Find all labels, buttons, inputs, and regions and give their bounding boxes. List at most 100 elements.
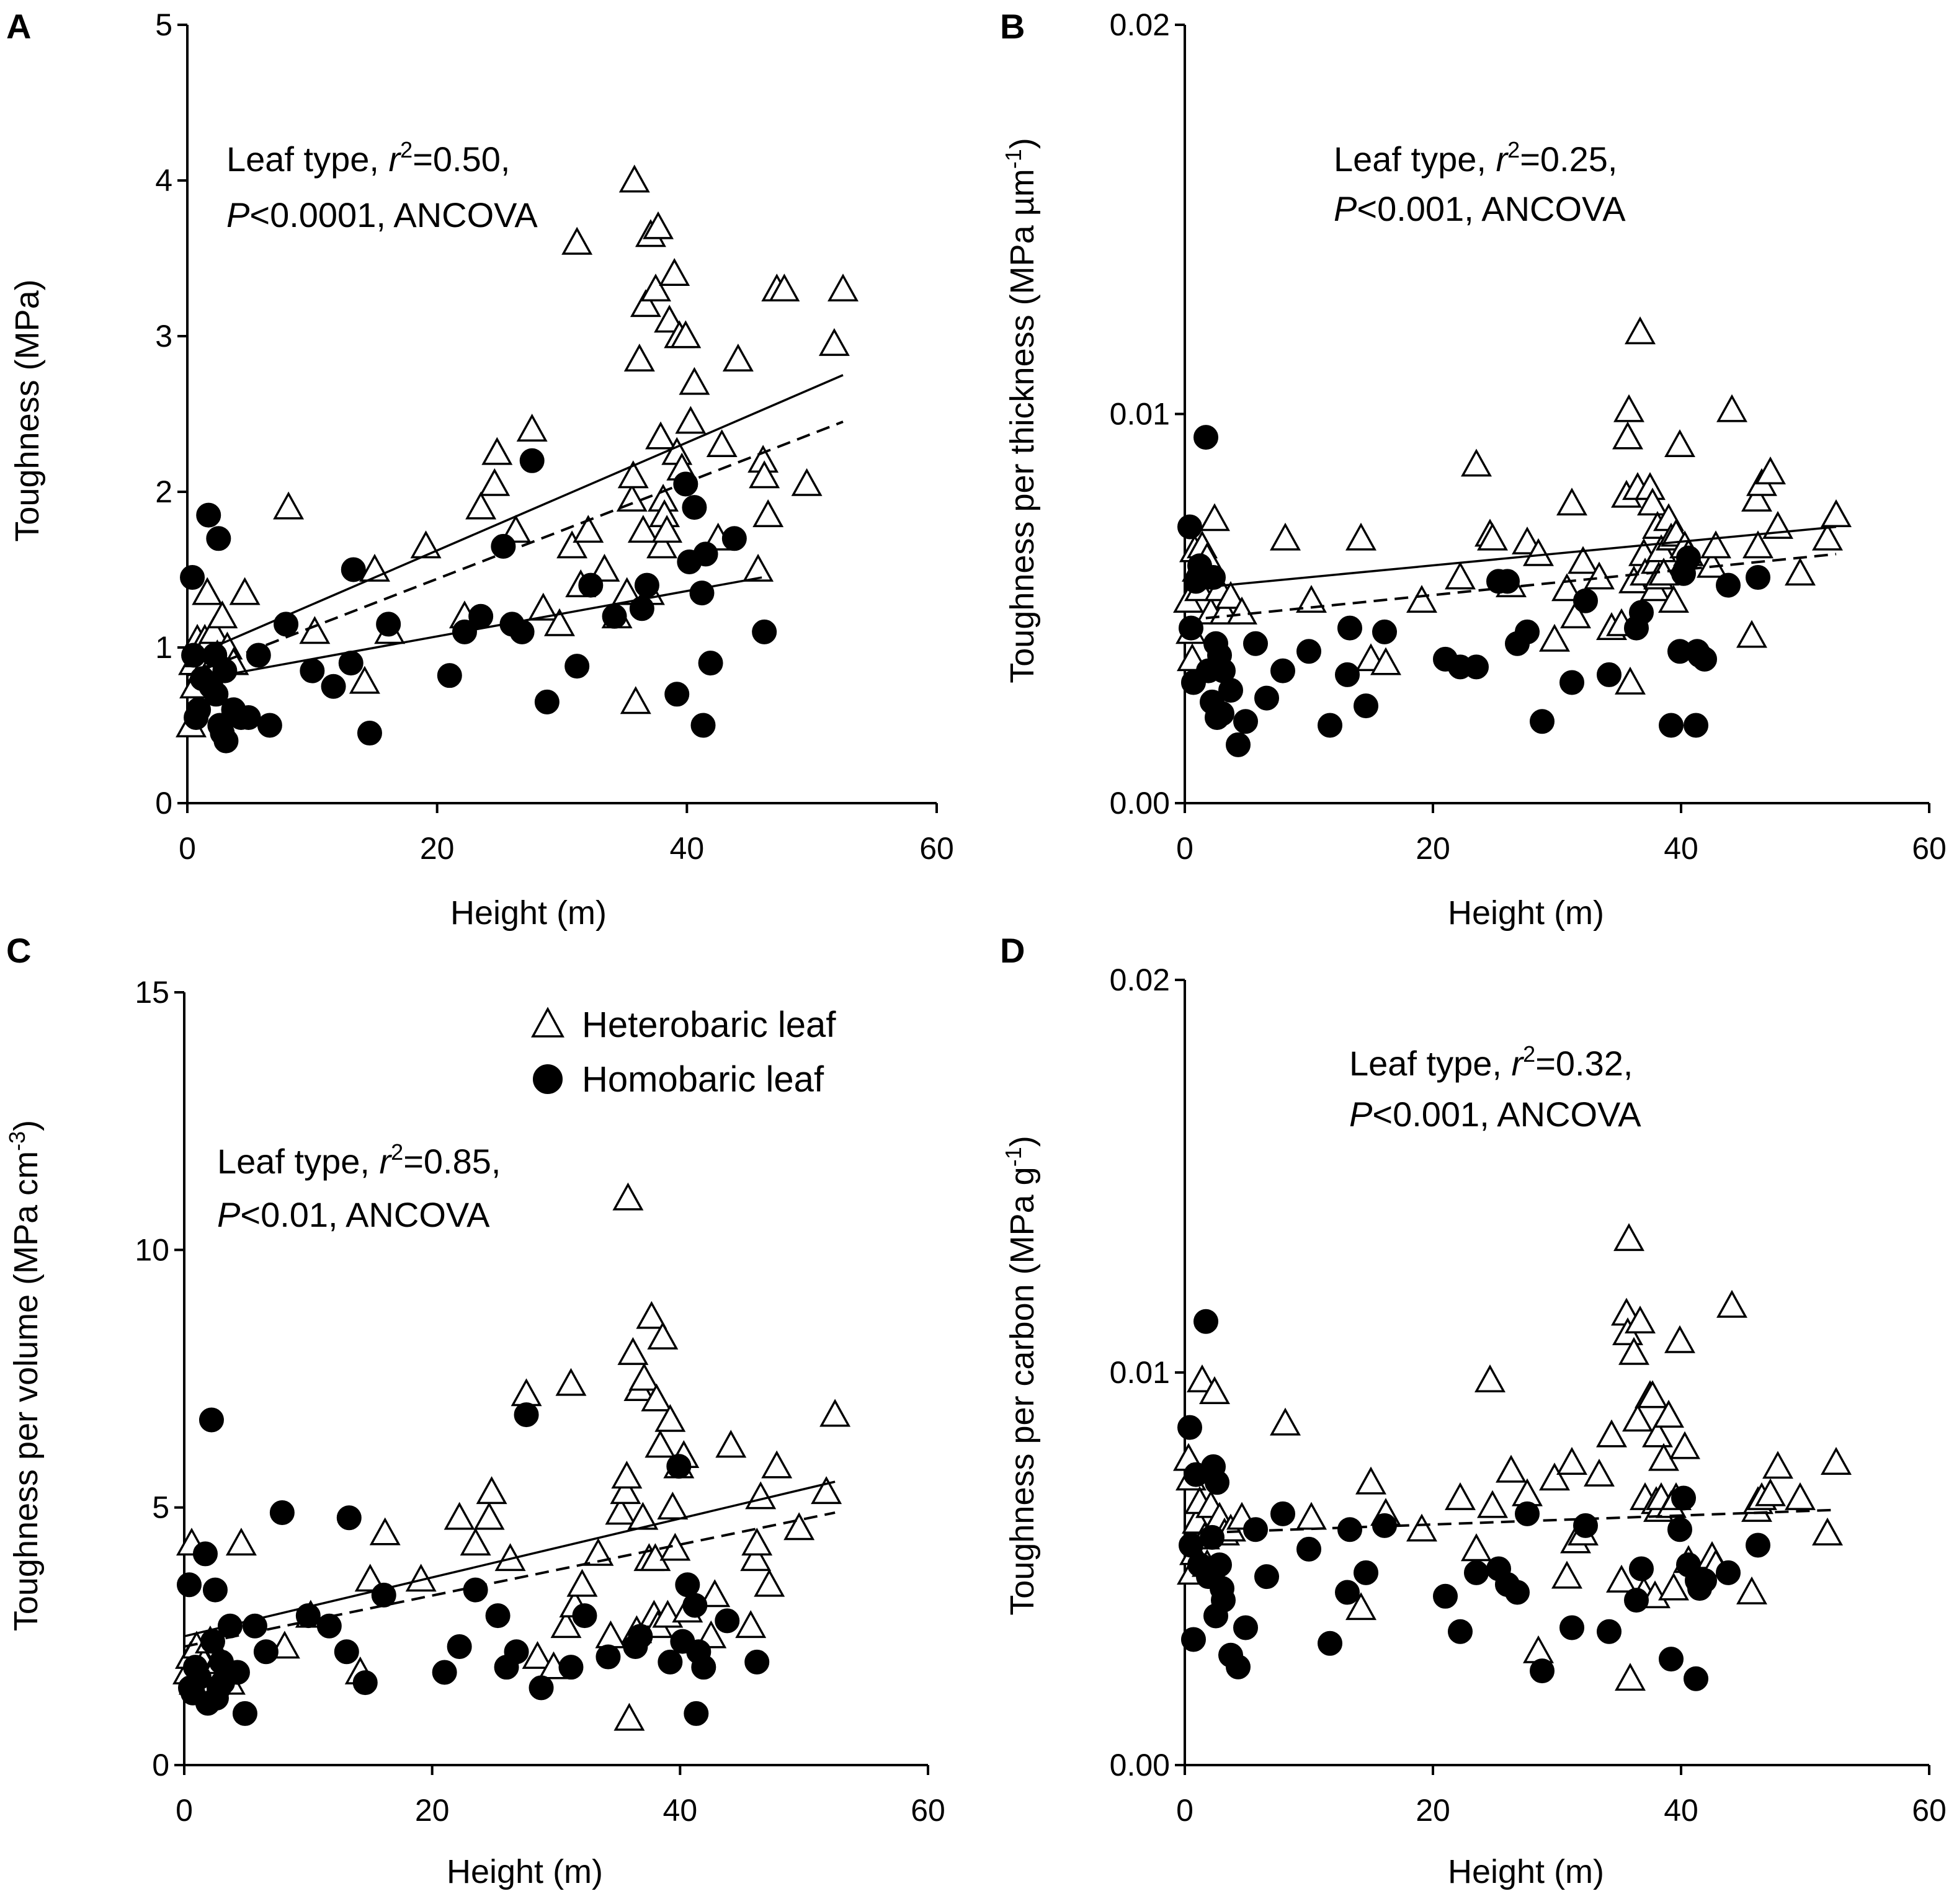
heterobaric-point-a (618, 164, 650, 193)
heterobaric-point-c (605, 1497, 636, 1525)
heterobaric-point-a (627, 515, 659, 543)
homobaric-point-c (529, 1675, 554, 1701)
x-tick-label-c: 60 (911, 1793, 945, 1828)
homobaric-point-a (578, 572, 604, 598)
heterobaric-point-a (646, 530, 678, 559)
homobaric-point-d (1207, 1552, 1232, 1578)
heterobaric-point-a (527, 592, 559, 621)
homobaric-point-b (1530, 709, 1555, 734)
homobaric-point-b (1177, 514, 1202, 540)
heterobaric-point-a (659, 257, 690, 286)
x-tick-label-d: 40 (1664, 1793, 1698, 1828)
homobaric-point-d (1573, 1513, 1598, 1538)
heterobaric-point-c (612, 1182, 644, 1211)
homobaric-point-b (1218, 678, 1243, 703)
y-axis-title-d: Toughness per carbon (MPa g-1) (1001, 1136, 1041, 1615)
homobaric-point-d (1205, 1470, 1229, 1495)
homobaric-point-c (744, 1649, 770, 1675)
homobaric-point-a (673, 471, 698, 497)
homobaric-point-d (1177, 1415, 1202, 1440)
homobaric-point-a (468, 603, 494, 629)
x-tick-label-a: 40 (670, 831, 705, 866)
heterobaric-point-b (1700, 530, 1731, 559)
heterobaric-point-d (1296, 1501, 1327, 1530)
regression-line-d-1 (1184, 1508, 1837, 1535)
homobaric-point-a (376, 612, 401, 637)
annotation-line1-c: Leaf type, r2=0.85, (217, 1139, 501, 1181)
homobaric-point-d (1318, 1630, 1342, 1656)
heterobaric-point-a (207, 600, 238, 629)
heterobaric-point-d (1523, 1635, 1554, 1663)
heterobaric-point-c (566, 1568, 598, 1597)
homobaric-point-a (689, 581, 715, 606)
homobaric-point-d (1335, 1580, 1360, 1605)
x-tick-label-d: 20 (1416, 1793, 1450, 1828)
homobaric-point-a (236, 705, 261, 730)
x-axis-title-c: Height (m) (447, 1853, 603, 1890)
heterobaric-point-c (555, 1368, 587, 1396)
heterobaric-point-b (1584, 561, 1615, 590)
heterobaric-point-b (1199, 503, 1230, 532)
panel-letter-d: D (1000, 931, 1025, 970)
homobaric-point-a (213, 728, 239, 754)
heterobaric-point-b (1821, 499, 1852, 527)
homobaric-point-b (1210, 701, 1234, 726)
heterobaric-point-a (573, 515, 604, 543)
heterobaric-point-c (511, 1378, 542, 1407)
annotation-line1-b: Leaf type, r2=0.25, (1334, 137, 1617, 179)
heterobaric-point-b (1345, 522, 1376, 551)
heterobaric-point-d (1345, 1592, 1376, 1621)
y-tick-label-a: 1 (155, 630, 172, 665)
homobaric-point-c (514, 1402, 539, 1428)
y-tick-label-b: 0.02 (1110, 7, 1170, 42)
heterobaric-point-d (1736, 1576, 1767, 1604)
homobaric-point-b (1659, 713, 1684, 738)
homobaric-point-b (1684, 713, 1708, 738)
x-tick-label-d: 60 (1912, 1793, 1947, 1828)
heterobaric-point-c (610, 1476, 641, 1505)
homobaric-point-c (192, 1541, 218, 1567)
homobaric-point-d (1684, 1666, 1708, 1691)
homobaric-point-a (693, 541, 718, 567)
heterobaric-point-c (745, 1481, 777, 1510)
heterobaric-point-d (1556, 1446, 1587, 1475)
y-tick-label-a: 4 (155, 163, 172, 198)
homobaric-point-a (338, 651, 364, 676)
homobaric-point-a (682, 495, 707, 520)
homobaric-point-b (1193, 425, 1218, 450)
heterobaric-point-a (192, 577, 223, 605)
heterobaric-point-d (1539, 1462, 1570, 1491)
homobaric-point-a (698, 651, 723, 676)
homobaric-point-b (1354, 693, 1378, 719)
heterobaric-point-c (641, 1383, 672, 1412)
heterobaric-point-a (643, 211, 674, 239)
heterobaric-point-d (1461, 1533, 1492, 1562)
homobaric-point-d (1233, 1615, 1258, 1640)
heterobaric-point-d (1821, 1446, 1852, 1475)
heterobaric-point-c (460, 1528, 491, 1556)
heterobaric-point-a (616, 483, 648, 512)
heterobaric-point-a (273, 491, 305, 520)
homobaric-point-c (199, 1407, 224, 1433)
legend-heterobaric-label: Heterobaric leaf (582, 1005, 836, 1045)
y-tick-label-d: 0.00 (1110, 1748, 1170, 1782)
heterobaric-point-d (1474, 1364, 1506, 1393)
legend-homobaric-label: Homobaric leaf (582, 1059, 824, 1100)
heterobaric-point-b (1664, 429, 1695, 458)
heterobaric-point-c (715, 1430, 747, 1458)
x-tick-label-b: 0 (1176, 831, 1193, 866)
heterobaric-point-a (722, 344, 754, 371)
homobaric-point-d (1354, 1560, 1378, 1585)
homobaric-point-b (1676, 545, 1701, 571)
heterobaric-point-a (617, 460, 649, 489)
y-tick-label-a: 5 (155, 7, 172, 42)
homobaric-point-c (658, 1649, 683, 1675)
homobaric-point-b (1179, 615, 1203, 641)
annotation-line1-a: Leaf type, r2=0.50, (226, 137, 510, 179)
heterobaric-point-a (828, 274, 859, 302)
heterobaric-point-b (1270, 522, 1301, 551)
heterobaric-point-a (561, 226, 593, 255)
heterobaric-point-a (611, 577, 643, 605)
heterobaric-point-c (654, 1404, 686, 1432)
homobaric-point-c (463, 1577, 488, 1603)
